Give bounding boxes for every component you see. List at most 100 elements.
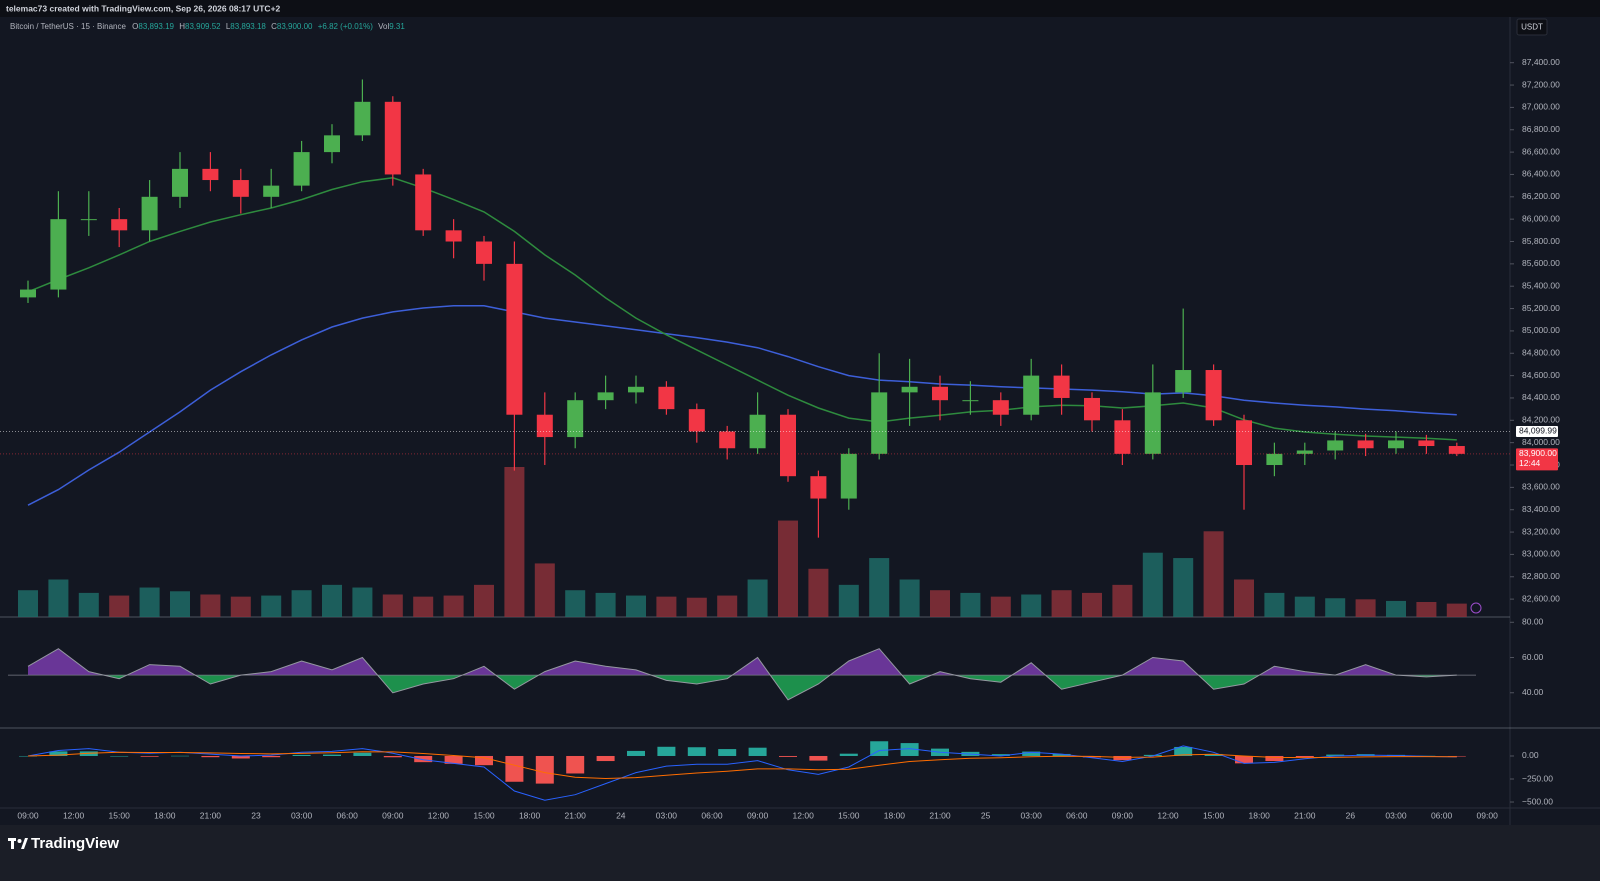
volume-bar [170,591,190,617]
y-tick-label: 87,400.00 [1522,57,1560,67]
x-tick-label: 09:00 [1477,810,1499,820]
volume-bar [534,563,555,617]
x-tick-label: 18:00 [519,810,541,820]
y-tick-label: 85,000.00 [1522,325,1560,335]
macd-histogram [535,755,554,784]
candle-body [20,289,36,298]
volume-bar [1082,592,1102,617]
y-tick-label: −500.00 [1522,796,1553,806]
x-tick-label: 23 [251,810,261,820]
macd-histogram [1235,755,1253,764]
candle-body [536,414,553,438]
volume-bar [1325,598,1346,617]
candle-body [688,409,705,432]
y-tick-label: 83,400.00 [1522,504,1560,514]
macd-histogram [414,755,433,763]
macd-histogram [1174,746,1193,756]
legend-key: L [226,22,231,31]
volume-bar [322,584,342,617]
macd-histogram [110,755,129,757]
macd-histogram [779,755,797,757]
candle-body [1023,375,1040,415]
volume-bar [261,595,282,617]
macd-histogram [566,755,585,774]
currency-box[interactable] [1516,18,1548,36]
y-tick-label: 40.00 [1522,687,1544,697]
volume-bar [838,584,859,617]
candle-body [749,414,766,449]
rsi-line [27,648,1457,701]
x-tick-label: 21:00 [1294,810,1316,820]
volume-bar [1294,596,1315,617]
candle-body [1205,370,1222,421]
x-tick-label: 03:00 [1021,810,1043,820]
y-tick-label: −250.00 [1522,773,1553,783]
volume-bar [139,587,160,617]
legend-key: Vol [378,22,389,31]
volume-bar [899,579,920,617]
candle-body [597,392,614,401]
macd-histogram [1295,755,1314,758]
volume-bar [291,590,312,617]
y-tick-label: 82,600.00 [1522,593,1560,603]
macd-histogram [19,755,37,757]
volume-bar [1234,579,1254,617]
macd-histogram [1326,754,1345,756]
volume-bar [1446,603,1467,617]
x-tick-label: 12:00 [793,810,815,820]
candle-body [415,174,432,231]
volume-bar [1173,558,1194,617]
y-tick-label: 84,200.00 [1522,415,1560,425]
y-tick-label: 87,000.00 [1522,102,1560,112]
x-tick-label: 24 [616,810,626,820]
candle-body [932,386,948,401]
volume-bar [352,587,373,617]
logo-part [21,838,28,849]
volume-bar [443,595,464,617]
candle-body [871,392,888,454]
y-tick-label: 60.00 [1522,652,1544,662]
symbol: Bitcoin / TetherUS · 15 · Binance [10,22,126,31]
candle-body [445,230,462,242]
volume-bar [930,590,950,617]
x-tick-label: 21:00 [565,810,587,820]
candle-body [1236,420,1252,466]
candle-body [293,152,310,186]
candle-body [141,196,158,231]
candle-body [1357,440,1374,449]
x-tick-label: 09:00 [382,810,404,820]
y-tick-label: 86,800.00 [1522,124,1560,134]
macd-histogram [1143,754,1162,756]
macd-histogram [1204,753,1223,756]
volume-bar [1416,602,1437,617]
macd-histogram [231,755,250,759]
candle-body [476,241,492,264]
x-tick-label: 15:00 [838,810,860,820]
logo-part [17,839,22,843]
x-tick-label: 12:00 [428,810,450,820]
y-tick-label: 83,200.00 [1522,526,1560,536]
x-tick-label: 09:00 [17,810,39,820]
legend-value: 83,893.18 [230,22,266,31]
alert-icon[interactable] [1470,602,1482,614]
volume-bar [200,594,221,617]
volume-bar [1264,592,1285,617]
macd-histogram [49,751,68,756]
price-marker [1516,448,1558,471]
legend-value: 83,900.00 [277,22,313,31]
y-tick-label: 0.00 [1522,750,1539,760]
candle-body [324,135,340,153]
legend-value: 83,893.19 [138,22,174,31]
macd-histogram [900,743,919,756]
x-tick-label: 15:00 [1203,810,1225,820]
volume-bar [1051,590,1072,617]
currency[interactable]: USDT [1521,23,1543,32]
legend-key: O [132,22,138,31]
candle-body [567,400,584,438]
price-marker [1516,425,1558,437]
candle-body [111,219,128,231]
signal-line [27,751,1457,780]
symbol-legend: Bitcoin / TetherUS · 15 · Binance O83,89… [10,22,405,31]
y-tick-label: 85,600.00 [1522,258,1560,268]
x-tick-label: 25 [981,810,991,820]
